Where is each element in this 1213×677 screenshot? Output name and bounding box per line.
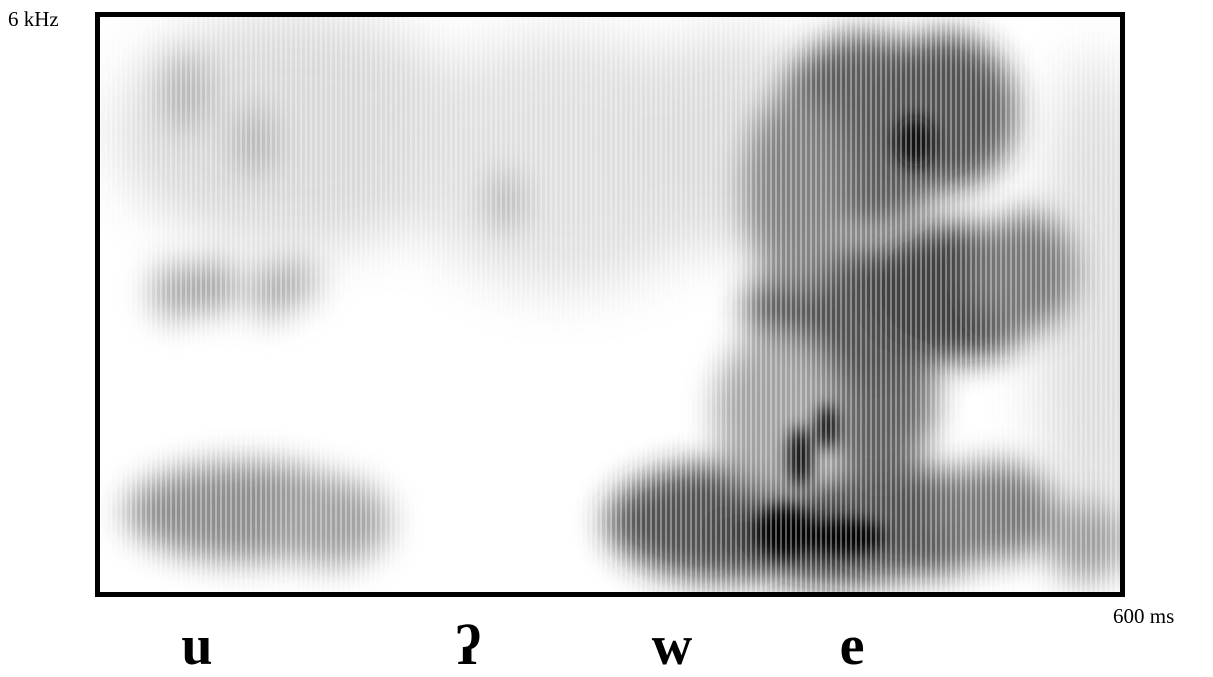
spectrogram: [95, 12, 1125, 597]
segment-label-u: u: [181, 615, 213, 677]
segment-label-w: w: [651, 615, 693, 677]
spectrogram-frame: [95, 12, 1125, 597]
segment-label-e: e: [839, 615, 865, 677]
time-max-label: 600 ms: [1113, 604, 1175, 628]
frequency-max-label: 6 kHz: [8, 7, 59, 31]
spectrogram-energy: [100, 17, 1120, 592]
segment-label-glottal-stop: ʔ: [455, 615, 481, 677]
